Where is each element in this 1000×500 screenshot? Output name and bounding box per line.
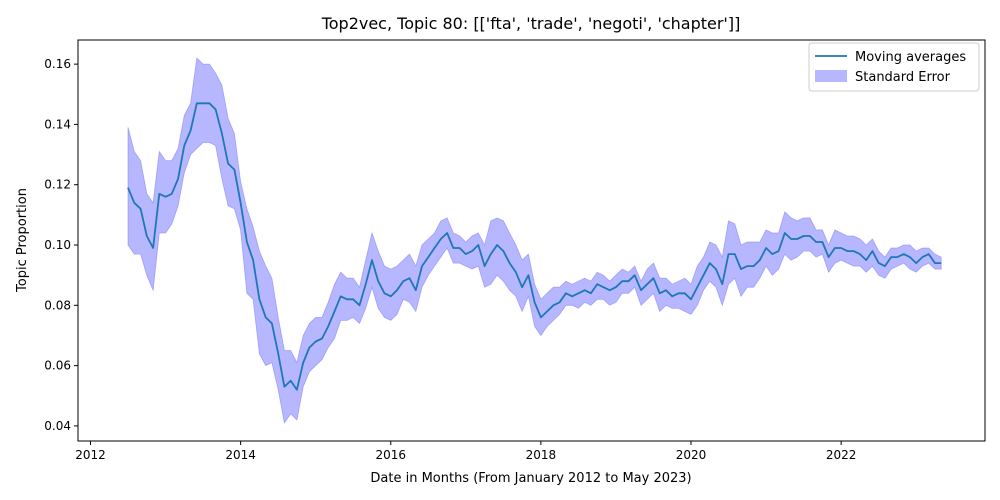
legend-label-moving-averages: Moving averages [855,50,966,65]
plot-frame [77,39,986,442]
x-tick-label: 2012 [75,448,106,462]
y-axis: 0.04 0.06 0.08 0.10 0.12 0.14 0.16 [44,57,78,433]
y-tick-label: 0.06 [44,359,71,373]
x-axis: 2012 2014 2016 2018 2020 2022 [75,441,856,462]
standard-error-area [127,57,942,424]
y-tick-label: 0.10 [44,238,71,252]
x-tick-label: 2016 [375,448,406,462]
y-tick-label: 0.14 [44,117,71,131]
moving-average-series [127,102,942,391]
x-tick-label: 2018 [526,448,557,462]
legend-label-standard-error: Standard Error [855,70,951,85]
x-axis-label: Date in Months (From January 2012 to May… [370,471,691,486]
chart-title: Top2vec, Topic 80: [['fta', 'trade', 'ne… [321,14,741,33]
x-tick-label: 2020 [676,448,707,462]
y-tick-label: 0.08 [44,298,71,312]
standard-error-band [127,57,942,424]
y-tick-label: 0.16 [44,57,71,71]
legend: Moving averages Standard Error [808,42,980,92]
legend-box [808,42,980,92]
y-axis-label: Topic Proportion [15,188,30,293]
legend-band-swatch [815,70,847,82]
moving-average-line [127,102,942,391]
y-tick-label: 0.04 [44,419,71,433]
x-tick-label: 2014 [225,448,256,462]
x-tick-label: 2022 [826,448,857,462]
y-tick-label: 0.12 [44,178,71,192]
